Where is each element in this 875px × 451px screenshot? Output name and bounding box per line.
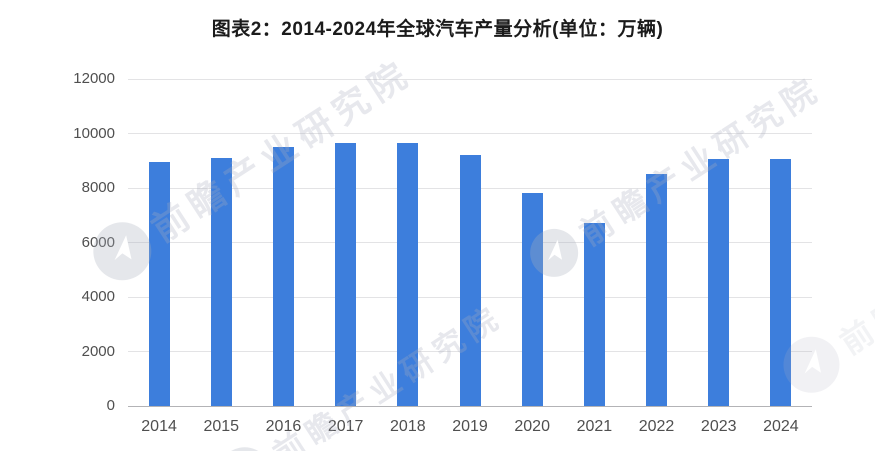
bar-2018 (397, 143, 419, 406)
x-axis-label-2024: 2024 (763, 418, 799, 435)
bar-2020 (521, 193, 543, 406)
bar-2017 (335, 143, 357, 406)
gridline (128, 133, 812, 134)
bar-2014 (148, 162, 170, 406)
y-axis-label: 0 (106, 397, 115, 414)
x-axis-label-2020: 2020 (514, 418, 550, 435)
chart-title: 图表2：2014-2024年全球汽车产量分析(单位：万辆) (211, 19, 664, 40)
bar-2019 (459, 155, 481, 406)
x-axis-label-2018: 2018 (390, 418, 426, 435)
y-axis-label: 10000 (73, 124, 115, 142)
x-axis-label-2016: 2016 (265, 418, 302, 435)
bar-2016 (272, 147, 294, 406)
y-axis-label: 6000 (81, 233, 115, 251)
x-axis-label-2023: 2023 (700, 418, 737, 435)
bar-2021 (583, 223, 605, 406)
x-axis-label-2022: 2022 (638, 418, 675, 435)
y-axis-label: 2000 (81, 342, 115, 360)
x-axis-line (128, 405, 812, 407)
bar-2024 (770, 159, 792, 406)
x-axis-label-2014: 2014 (141, 418, 177, 435)
x-axis-label-2015: 2015 (203, 418, 240, 435)
x-axis-label-2017: 2017 (327, 418, 364, 435)
bar-2022 (646, 174, 668, 406)
x-axis-label-2019: 2019 (452, 418, 488, 435)
x-axis-label-2021: 2021 (576, 418, 613, 435)
bar-2023 (708, 159, 730, 406)
bar-2015 (210, 158, 232, 406)
y-axis-label: 12000 (73, 70, 115, 87)
gridline (128, 78, 812, 80)
y-axis-label: 8000 (81, 179, 115, 196)
y-axis-label: 4000 (81, 288, 115, 305)
